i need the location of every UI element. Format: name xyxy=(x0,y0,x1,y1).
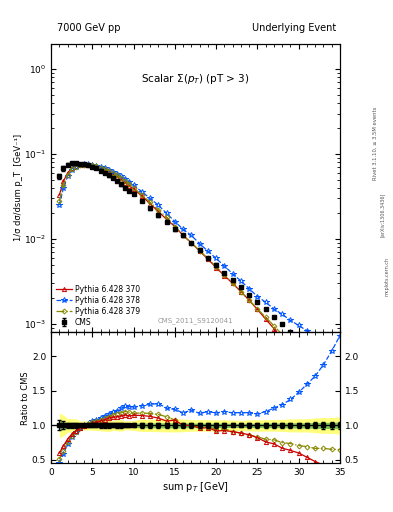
X-axis label: sum p$_T$ [GeV]: sum p$_T$ [GeV] xyxy=(162,480,229,494)
Y-axis label: 1/σ dσ/dsum p_T  [GeV⁻¹]: 1/σ dσ/dsum p_T [GeV⁻¹] xyxy=(13,134,22,241)
Text: Scalar $\Sigma(p_T)$ (pT > 3): Scalar $\Sigma(p_T)$ (pT > 3) xyxy=(141,72,250,87)
Text: Rivet 3.1.10, ≥ 3.5M events: Rivet 3.1.10, ≥ 3.5M events xyxy=(373,106,378,180)
Text: [arXiv:1306.3436]: [arXiv:1306.3436] xyxy=(380,193,384,237)
Text: mcplots.cern.ch: mcplots.cern.ch xyxy=(385,257,390,296)
Y-axis label: Ratio to CMS: Ratio to CMS xyxy=(22,371,31,424)
Text: 7000 GeV pp: 7000 GeV pp xyxy=(57,23,121,33)
Text: CMS_2011_S9120041: CMS_2011_S9120041 xyxy=(158,317,233,324)
Text: Underlying Event: Underlying Event xyxy=(252,23,336,33)
Legend: Pythia 6.428 370, Pythia 6.428 378, Pythia 6.428 379, CMS: Pythia 6.428 370, Pythia 6.428 378, Pyth… xyxy=(55,284,141,328)
